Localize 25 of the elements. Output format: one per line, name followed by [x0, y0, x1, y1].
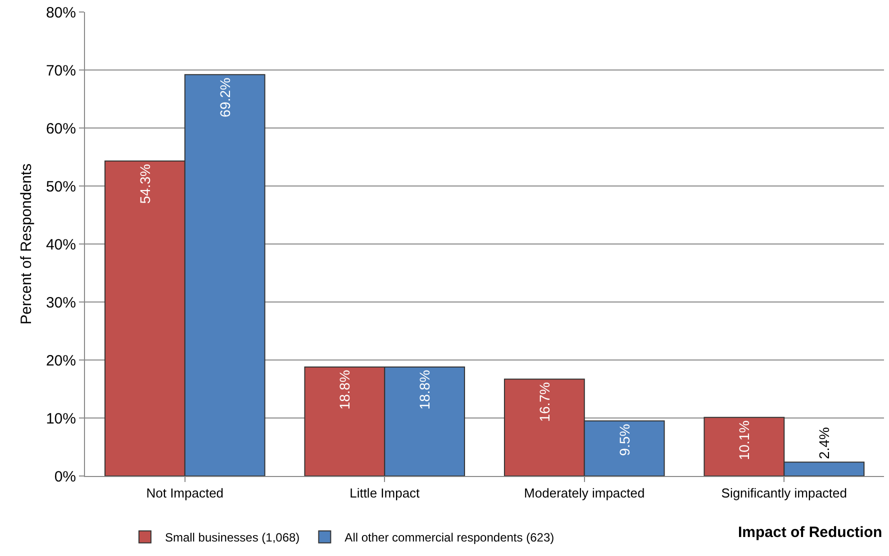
- data-label: 16.7%: [536, 382, 552, 422]
- x-axis-title: Impact of Reduction: [738, 524, 882, 541]
- data-label: 54.3%: [136, 164, 153, 204]
- legend-label: All other commercial respondents (623): [344, 530, 554, 545]
- y-tick-label: 30%: [46, 294, 76, 312]
- x-tick-label: Moderately impacted: [524, 486, 645, 501]
- data-label: 18.8%: [336, 370, 353, 410]
- y-tick-label: 40%: [46, 236, 76, 254]
- y-tick-label: 50%: [46, 178, 76, 196]
- x-tick-label: Not Impacted: [146, 486, 224, 501]
- y-tick-label: 10%: [46, 410, 76, 428]
- data-label: 18.8%: [416, 370, 433, 410]
- data-label: 69.2%: [216, 78, 233, 118]
- y-axis-title: Percent of Respondents: [18, 164, 36, 324]
- y-tick-label: 20%: [46, 352, 76, 370]
- data-label: 2.4%: [816, 427, 832, 460]
- x-tick-label: Significantly impacted: [721, 486, 847, 501]
- data-label: 9.5%: [616, 424, 632, 456]
- y-tick-label: 80%: [46, 4, 76, 22]
- data-label: 10.1%: [736, 420, 752, 460]
- y-tick-label: 70%: [46, 62, 76, 80]
- y-tick-label: 60%: [46, 120, 76, 138]
- x-tick-label: Little Impact: [350, 486, 420, 501]
- legend-label: Small businesses (1,068): [164, 530, 300, 545]
- y-tick-label: 0%: [54, 468, 76, 486]
